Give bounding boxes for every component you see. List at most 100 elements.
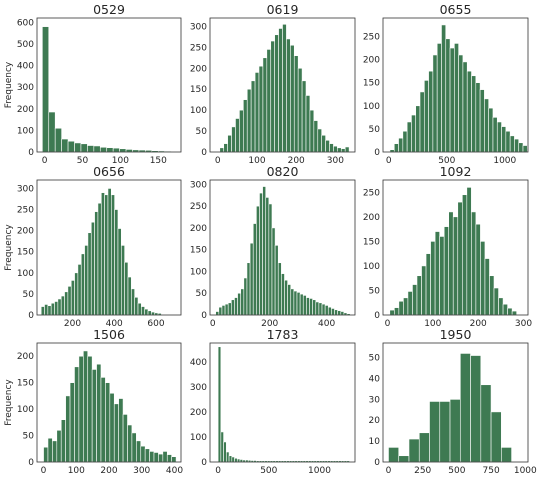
histogram-bar xyxy=(99,146,108,152)
histogram-bar xyxy=(479,89,485,152)
histogram-bar xyxy=(224,303,229,315)
x-tick-label: 500 xyxy=(438,156,455,166)
histogram-bar xyxy=(137,302,142,315)
histogram-bar xyxy=(136,440,142,462)
histogram-bar xyxy=(114,209,119,315)
y-axis-label: Frequency xyxy=(4,61,14,108)
histogram-bar xyxy=(265,197,270,315)
axes-frame xyxy=(382,17,529,153)
x-tick-label: 200 xyxy=(100,466,117,476)
histogram-bar xyxy=(220,431,224,462)
chart-title: 0820 xyxy=(267,164,299,179)
y-tick-label: 250 xyxy=(363,33,380,43)
histogram-bar xyxy=(266,49,272,152)
histogram-bar xyxy=(127,424,133,462)
histogram-bar xyxy=(296,292,301,315)
histogram-bar xyxy=(402,130,408,152)
histogram-bar xyxy=(462,61,468,152)
histogram-bar xyxy=(252,223,257,315)
x-tick-label: 300 xyxy=(133,466,150,476)
histogram-bar xyxy=(243,99,248,152)
histogram-bar xyxy=(42,26,50,152)
histogram-bar xyxy=(315,301,320,315)
histogram-bar xyxy=(91,369,97,462)
histogram-bar xyxy=(321,303,326,315)
histogram-bar xyxy=(94,211,99,315)
x-tick-label: 100 xyxy=(112,156,129,166)
histogram-bar xyxy=(471,75,477,152)
histogram-bar xyxy=(419,91,425,152)
histogram-bar xyxy=(388,447,400,462)
histogram-bar xyxy=(297,67,303,152)
histogram-bar xyxy=(107,188,112,315)
histogram-bar xyxy=(337,310,342,315)
histogram-bar xyxy=(106,147,114,152)
chart-title: 1950 xyxy=(440,327,472,342)
x-tick-label: 0 xyxy=(386,156,392,166)
histogram-bar xyxy=(393,143,399,152)
chart-title: 0656 xyxy=(93,164,125,179)
x-tick-label: 100 xyxy=(248,156,265,166)
histogram-bar xyxy=(226,451,230,462)
histogram-bar xyxy=(313,120,319,152)
histogram-bar xyxy=(312,299,317,315)
histogram-bar xyxy=(436,43,442,152)
x-tick-label: 400 xyxy=(166,466,183,476)
histogram-bar xyxy=(418,432,430,462)
histogram-bar xyxy=(78,355,84,462)
histogram-bar xyxy=(96,363,102,462)
histogram-bar xyxy=(40,306,45,315)
bar-group xyxy=(219,23,350,152)
y-tick-label: 600 xyxy=(17,18,34,28)
histogram-bar xyxy=(475,223,481,315)
y-tick-label: 0 xyxy=(28,148,34,158)
histogram-bar xyxy=(507,307,513,315)
histogram-bar xyxy=(309,298,313,315)
y-tick-label: 0 xyxy=(201,148,207,158)
histogram-bar xyxy=(398,300,404,315)
histogram-bar xyxy=(429,401,441,462)
y-tick-label: 150 xyxy=(190,85,207,95)
x-tick-label: 200 xyxy=(64,319,81,329)
histogram-bar xyxy=(466,187,472,315)
y-tick-label: 300 xyxy=(190,383,207,393)
bar-group xyxy=(40,188,162,315)
histogram-bar xyxy=(153,452,159,462)
histogram-bar xyxy=(144,448,150,462)
histogram-bar xyxy=(484,98,489,152)
y-tick-label: 50 xyxy=(369,125,381,135)
histogram-panel-0656: 0656 200 400 600 0 50 100 150 200 250 300 Frequency xyxy=(4,164,182,329)
histogram-bar xyxy=(237,292,242,315)
bar-group xyxy=(215,186,351,315)
histogram-bar xyxy=(74,272,79,315)
y-tick-label: 300 xyxy=(190,22,207,32)
histogram-bar xyxy=(122,414,128,462)
chart-title: 0529 xyxy=(93,2,125,17)
y-tick-label: 200 xyxy=(17,227,34,237)
histogram-bar xyxy=(416,275,422,315)
histogram-bar xyxy=(428,70,434,152)
histogram-bar xyxy=(124,261,129,315)
histogram-bar xyxy=(258,65,264,152)
histogram-bar xyxy=(67,286,72,315)
y-tick-label: 50 xyxy=(196,289,208,299)
histogram-bar xyxy=(147,310,152,315)
histogram-bar xyxy=(227,302,232,315)
y-tick-label: 100 xyxy=(190,268,207,278)
histogram-bar xyxy=(87,355,93,462)
histogram-bar xyxy=(511,310,517,315)
histogram-bar xyxy=(344,146,350,152)
histogram-bar xyxy=(492,117,498,152)
histogram-bar xyxy=(432,54,438,152)
histogram-bar xyxy=(141,306,145,315)
x-tick-label: 200 xyxy=(470,319,487,329)
histogram-bar xyxy=(439,401,451,462)
histogram-bar xyxy=(489,275,495,315)
y-tick-label: 0 xyxy=(374,148,380,158)
x-tick-label: 200 xyxy=(261,319,278,329)
histogram-bar xyxy=(239,109,244,152)
histogram-bar xyxy=(250,80,256,152)
chart-title: 1092 xyxy=(440,164,472,179)
x-tick-label: 300 xyxy=(327,156,344,166)
